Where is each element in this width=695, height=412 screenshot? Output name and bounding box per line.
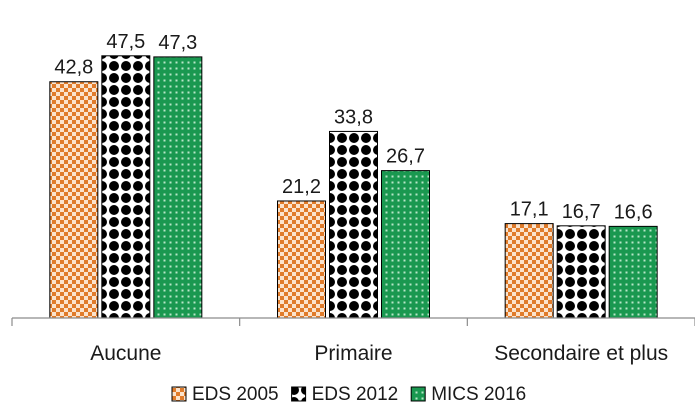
legend-swatch-eds-2005: [171, 386, 187, 402]
data-label-mics-2016-primaire: 26,7: [386, 146, 425, 168]
legend-label-eds-2012: EDS 2012: [312, 384, 399, 405]
legend: EDS 2005 EDS 2012 MICS 2016: [171, 384, 526, 405]
data-label-eds-2005-secondaire-et-plus: 17,1: [510, 199, 549, 221]
bar-mics-2016-primaire: [381, 170, 430, 319]
x-axis-ticks: [11, 318, 695, 326]
data-label-eds-2005-primaire: 21,2: [282, 176, 321, 198]
legend-item-eds-2012: EDS 2012: [291, 384, 399, 405]
category-labels: Aucune Primaire Secondaire et plus: [90, 342, 668, 365]
legend-label-mics-2016: MICS 2016: [431, 384, 526, 405]
bar-eds-2012-primaire: [329, 130, 378, 319]
legend-label-eds-2005: EDS 2005: [192, 384, 279, 405]
category-label-primaire: Primaire: [314, 342, 392, 365]
bars-layer: [49, 55, 658, 319]
data-label-mics-2016-secondaire-et-plus: 16,6: [614, 201, 653, 223]
legend-item-eds-2005: EDS 2005: [171, 384, 279, 405]
category-label-secondaire-et-plus: Secondaire et plus: [494, 342, 668, 365]
data-label-eds-2012-secondaire-et-plus: 16,7: [562, 201, 601, 223]
bar-eds-2005-aucune: [49, 81, 99, 319]
category-label-aucune: Aucune: [90, 342, 161, 365]
legend-item-mics-2016: MICS 2016: [410, 384, 526, 405]
data-labels-layer: 42,8 47,5 47,3 21,2 33,8 26,7 17,1 16,7 16,6: [54, 31, 652, 224]
legend-swatch-mics-2016: [410, 386, 426, 402]
data-label-eds-2012-aucune: 47,5: [106, 31, 145, 53]
bar-eds-2005-secondaire-et-plus: [504, 223, 554, 319]
bar-eds-2012-aucune: [101, 55, 151, 319]
bar-eds-2012-secondaire-et-plus: [556, 225, 606, 319]
bar-mics-2016-aucune: [153, 56, 203, 319]
data-label-mics-2016-aucune: 47,3: [158, 32, 197, 54]
bar-eds-2005-primaire: [277, 200, 326, 319]
data-label-eds-2012-primaire: 33,8: [334, 106, 373, 128]
data-label-eds-2005-aucune: 42,8: [54, 57, 93, 79]
legend-swatch-eds-2012: [291, 386, 307, 402]
bar-mics-2016-secondaire-et-plus: [608, 225, 658, 319]
